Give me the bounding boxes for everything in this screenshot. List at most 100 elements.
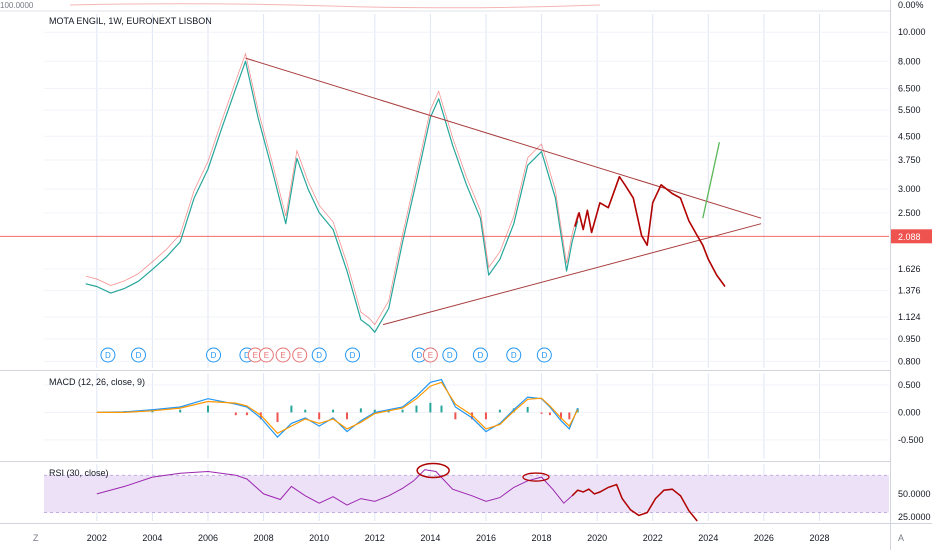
rsi-projection[interactable] [571, 483, 698, 522]
y-tick-label: 1.376 [898, 286, 921, 296]
dividend-marker-label: D [316, 351, 322, 360]
macd-title: MACD (12, 26, close, 9) [49, 377, 145, 387]
dividend-marker-label: D [478, 351, 484, 360]
x-tick-label: 2004 [142, 533, 162, 543]
x-tick-label: 2020 [587, 533, 607, 543]
price-series-wicks [85, 52, 579, 326]
macd-lines [96, 378, 579, 438]
last-price-label: 2.088 [898, 232, 921, 242]
x-tick-label: 2018 [532, 533, 552, 543]
rsi-y-axis[interactable]: 50.0000 25.0000 [898, 489, 931, 522]
dividend-marker[interactable] [506, 347, 522, 363]
macd-series-line [96, 378, 579, 438]
x-tick-label: 2024 [698, 533, 718, 543]
dividend-marker[interactable] [100, 347, 116, 363]
price-lines [85, 52, 762, 333]
top-strip-line [69, 3, 601, 9]
x-tick-label: 2014 [420, 533, 440, 543]
dividend-marker[interactable] [206, 347, 222, 363]
price-y-axis[interactable]: 10.000 8.000 6.500 5.500 4.500 3.750 3.000 2.50… [891, 27, 932, 366]
dividend-marker[interactable] [472, 347, 488, 363]
y-tick-label: 1.626 [898, 264, 921, 274]
earnings-marker-label: E [428, 351, 433, 360]
auto-scale-toggle[interactable]: A [898, 533, 904, 543]
x-tick-label: 2010 [309, 533, 329, 543]
green-projection[interactable] [702, 142, 721, 219]
dividend-marker-label: D [244, 351, 250, 360]
earnings-marker[interactable] [275, 347, 291, 363]
y-tick-label: 3.750 [898, 155, 921, 165]
x-tick-label: 2016 [476, 533, 496, 543]
dividend-marker[interactable] [345, 347, 361, 363]
earnings-marker-label: E [264, 351, 269, 360]
price-chart-title: MOTA ENGIL, 1W, EURONEXT LISBON [49, 16, 212, 26]
macd-series-line [96, 381, 579, 435]
y-tick-label: 6.500 [898, 83, 921, 93]
earnings-marker[interactable] [258, 347, 274, 363]
earnings-marker[interactable] [422, 347, 438, 363]
dividend-marker[interactable] [536, 347, 552, 363]
macd-pane[interactable]: 0.500 0.000 -0.500 MACD (12, 26, close, 9) [44, 373, 924, 459]
price-grid [0, 14, 889, 368]
dividend-marker-label: D [211, 351, 217, 360]
dividend-marker-label: D [511, 351, 517, 360]
trendline[interactable] [245, 57, 762, 219]
dividend-marker[interactable] [442, 347, 458, 363]
rsi-peak-highlight[interactable] [416, 462, 450, 479]
dividend-marker-label: D [105, 351, 111, 360]
price-projection[interactable] [574, 175, 726, 287]
dividend-marker-label: D [447, 351, 453, 360]
x-tick-label: 2008 [254, 533, 274, 543]
y-tick-label: 0.950 [898, 334, 921, 344]
earnings-marker-label: E [280, 351, 285, 360]
dividend-marker-label: D [136, 351, 142, 360]
macd-y-axis[interactable]: 0.500 0.000 -0.500 [898, 380, 924, 445]
top-strip-left-label: 100.0000 [0, 1, 34, 10]
dividend-marker-label: D [541, 351, 547, 360]
y-tick-label: 0.800 [898, 356, 921, 366]
macd-y-tick-label: -0.500 [898, 435, 924, 445]
rsi-y-tick-label: 50.0000 [898, 489, 931, 499]
y-tick-label: 2.500 [898, 208, 921, 218]
rsi-y-tick-label: 25.0000 [898, 512, 931, 522]
x-tick-label: 2002 [87, 533, 107, 543]
rsi-pane[interactable]: 50.0000 25.0000 RSI (30, close) [44, 462, 931, 522]
macd-y-tick-label: 0.500 [898, 380, 921, 390]
x-tick-label: 2022 [643, 533, 663, 543]
price-series [85, 60, 579, 333]
dividend-marker-label: D [350, 351, 356, 360]
macd-y-tick-label: 0.000 [898, 407, 921, 417]
x-tick-label: 2012 [365, 533, 385, 543]
earnings-marker[interactable] [292, 347, 308, 363]
dividend-marker-label: D [416, 351, 422, 360]
trendline[interactable] [382, 223, 762, 326]
last-price-badge [891, 229, 932, 244]
y-tick-label: 10.000 [898, 27, 926, 37]
macd-grid [44, 373, 889, 459]
earnings-marker-label: E [253, 351, 258, 360]
earnings-marker-label: E [297, 351, 302, 360]
rsi-lines [96, 462, 698, 522]
dividend-marker[interactable] [311, 347, 327, 363]
log-scale-toggle[interactable]: Z [33, 533, 39, 543]
time-axis[interactable]: 2002 2004 2006 2008 2010 2012 2014 2016 2018 2020… [87, 533, 830, 543]
rsi-title: RSI (30, close) [49, 468, 109, 478]
x-tick-label: 2026 [754, 533, 774, 543]
y-tick-label: 5.500 [898, 105, 921, 115]
y-tick-label: 3.000 [898, 184, 921, 194]
top-strip: 100.0000 0.00% [0, 0, 924, 12]
dividend-marker[interactable] [131, 347, 147, 363]
y-tick-label: 8.000 [898, 56, 921, 66]
y-tick-label: 4.500 [898, 131, 921, 141]
y-tick-label: 1.124 [898, 312, 921, 322]
price-pane[interactable]: 10.000 8.000 6.500 5.500 4.500 3.750 3.000 2.50… [0, 14, 932, 368]
rsi-series-line [96, 469, 573, 506]
top-strip-right-label: 0.00% [898, 0, 924, 10]
x-tick-label: 2028 [809, 533, 829, 543]
rsi-peak-highlight[interactable] [522, 472, 550, 482]
x-tick-label: 2006 [198, 533, 218, 543]
